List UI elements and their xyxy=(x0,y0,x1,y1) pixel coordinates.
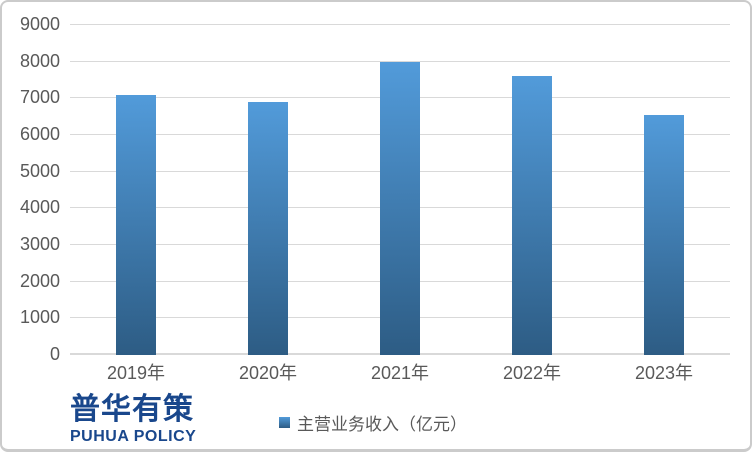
y-axis-tick-label: 1000 xyxy=(19,307,60,328)
gridline-9000 xyxy=(70,24,730,25)
x-axis-tick-label: 2023年 xyxy=(634,363,694,383)
x-axis-tick-label: 2022年 xyxy=(502,363,562,383)
bar-2020年 xyxy=(248,102,288,355)
y-axis-tick-label: 2000 xyxy=(19,270,60,291)
y-axis-tick-label: 6000 xyxy=(19,124,60,144)
logo-english-text: PUHUA POLICY xyxy=(70,428,197,445)
y-axis-tick-label: 3000 xyxy=(19,234,60,254)
y-axis-tick-label: 0 xyxy=(49,344,60,364)
x-axis-tick-label: 2021年 xyxy=(370,363,430,383)
legend-label: 主营业务收入（亿元） xyxy=(297,415,467,434)
bar-2022年 xyxy=(512,75,552,355)
y-axis-tick-label: 9000 xyxy=(19,14,60,34)
x-axis-tick-label: 2019年 xyxy=(106,363,166,383)
x-axis-tick-label: 2020年 xyxy=(238,363,298,383)
plot-area xyxy=(70,24,730,355)
bar-2019年 xyxy=(116,94,156,355)
y-axis-tick-label: 5000 xyxy=(19,160,60,181)
y-axis-tick-label: 8000 xyxy=(19,50,60,71)
y-axis-tick-label: 7000 xyxy=(19,87,60,108)
logo-chinese-text: 普华有策 xyxy=(70,393,194,426)
legend-swatch-icon xyxy=(279,417,290,428)
bar-2023年 xyxy=(644,114,684,355)
y-axis-tick-label: 4000 xyxy=(19,197,60,218)
brand-logo: 普华有策 PUHUA POLICY xyxy=(70,392,196,446)
bar-2021年 xyxy=(380,62,420,355)
gridline-8000 xyxy=(70,60,730,62)
legend: 主营业务收入（亿元） xyxy=(279,410,467,435)
